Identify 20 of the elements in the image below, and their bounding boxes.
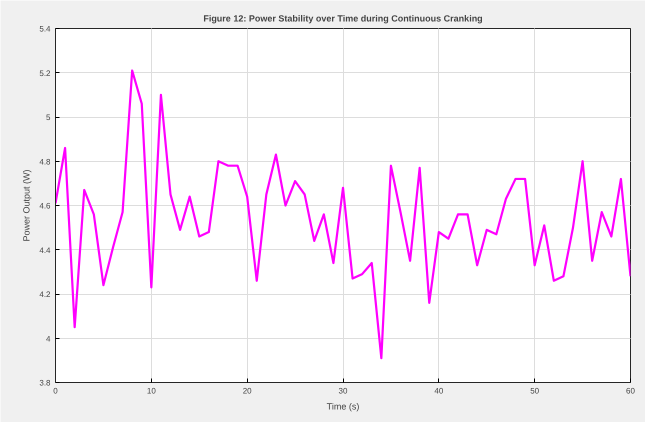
y-tick-label: 3.8 — [39, 378, 52, 388]
x-tick-label: 10 — [146, 386, 156, 396]
y-tick-label: 4.6 — [39, 202, 52, 210]
x-tick-label: 0 — [53, 386, 58, 396]
x-tick-label: 60 — [626, 386, 636, 396]
x-tick-label: 20 — [242, 386, 252, 396]
y-axis-title: Power Output (W) — [21, 169, 32, 242]
line-series — [56, 69, 630, 360]
x-axis-title: Time (s) — [326, 402, 360, 412]
chart-title: Figure 12: Power Stability over Time during Continuous Cranking — [203, 14, 483, 24]
x-tick-label: 40 — [434, 386, 444, 396]
x-tick-label: 30 — [338, 386, 348, 396]
y-tick-label: 4 — [46, 334, 52, 344]
y-tick-label: 5.4 — [39, 24, 52, 34]
y-tick-label: 4.8 — [39, 157, 52, 166]
x-tick-label: 50 — [530, 386, 540, 396]
y-tick-label: 4.2 — [39, 290, 52, 299]
y-tick-label: 5 — [46, 113, 52, 122]
y-tick-label: 4.4 — [39, 246, 52, 255]
y-tick-label: 5.2 — [39, 68, 52, 78]
